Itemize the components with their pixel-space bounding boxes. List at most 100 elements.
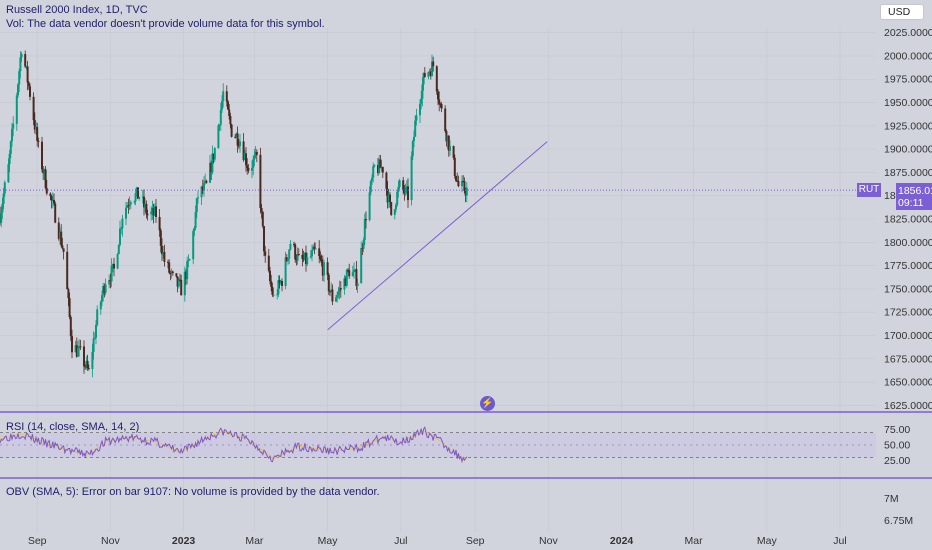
candle-body [151,207,154,212]
candle-body [403,189,406,194]
candle-body [129,202,132,205]
candle-body [264,251,267,256]
symbol-tag: RUT [857,183,881,198]
candle-body [125,207,127,219]
candle-body [3,182,6,194]
candle-body [111,263,114,266]
candle-body [109,280,112,282]
candle-body [1,203,4,213]
candle-body [305,252,307,265]
candle-body [330,289,333,292]
candle-body [301,254,304,259]
time-axis: Sep Nov 2023 Mar May Jul Sep Nov 2024 Mar May Jul [28,535,847,547]
candle-body [252,159,255,168]
candle-body [279,281,282,284]
candle-body [103,285,106,293]
candle-body [150,211,153,215]
trendline [327,141,548,331]
candle-body [194,212,197,228]
candle-body [347,269,349,271]
candle-body [230,124,233,137]
candle-body [251,167,253,171]
candle-body [343,278,346,290]
price-tick-6: 1875.0000 [884,167,932,179]
rsi-tick-1: 50.00 [884,440,910,452]
candle-body [270,281,273,287]
time-tick-1: Nov [101,535,120,547]
candle-body [185,271,187,280]
candle-body [141,196,144,198]
candle-body [387,194,390,203]
candle-body [438,99,441,104]
candle-body [365,219,367,221]
candle-body [128,204,131,206]
candle-body [260,208,263,212]
candle-body [276,294,279,296]
candle-body [453,157,456,177]
candle-body [320,259,323,263]
currency-button[interactable]: USD [880,4,924,20]
candle-body [385,172,388,189]
candle-body [396,191,399,205]
candle-body [176,276,179,287]
candle-body [321,262,324,276]
time-tick-7: Nov [539,535,558,547]
candle-body [146,214,149,216]
candle-body [261,211,264,227]
candle-body [336,295,339,298]
candle-body [19,57,22,72]
bar-countdown: 09:11 [898,197,924,210]
candle-body [227,101,229,110]
candle-body [225,91,228,102]
candle-body [18,71,21,85]
candle-body [179,279,181,281]
candle-body [217,125,220,149]
candle-body [33,119,36,130]
price-tick-4: 1925.0000 [884,120,932,132]
candle-body [134,193,137,202]
candle-body [452,146,455,158]
candle-body [169,272,172,274]
candle-body [45,188,48,194]
candle-body [143,196,145,208]
candle-body [463,181,466,191]
candle-body [95,324,97,338]
candle-body [294,244,297,260]
candle-body [42,169,45,174]
candle-body [9,141,12,155]
candle-body [37,140,40,142]
candle-body [221,101,223,110]
candle-body [77,348,79,357]
candle-body [177,279,180,287]
candle-body [360,248,363,284]
candle-body [26,66,29,83]
candle-body [253,155,256,160]
candle-body [429,71,432,77]
candle-body [41,141,43,170]
rsi-line [0,426,468,464]
candle-body [368,192,371,221]
candle-body [35,127,37,130]
lightning-icon[interactable]: ⚡ [480,396,495,411]
candle-body [421,84,424,99]
candle-body [93,337,96,339]
last-price-tag: 1856.0138 09:11 [896,183,932,211]
candle-body [254,151,257,156]
price-tick-2: 1975.0000 [884,74,932,86]
candle-body [192,231,195,260]
candle-body [327,274,330,292]
candle-body [289,243,292,250]
candle-body [121,218,124,229]
price-tick-15: 1650.0000 [884,377,932,389]
candle-body [381,167,384,173]
candle-body [440,104,443,109]
time-tick-4: May [318,535,339,547]
price-tick-16: 1625.0000 [884,400,932,412]
candle-body [415,115,418,121]
time-tick-0: Sep [28,535,47,547]
candle-body [318,248,321,257]
candle-body [83,346,85,367]
candle-body [7,164,10,183]
candle-body [162,252,165,255]
